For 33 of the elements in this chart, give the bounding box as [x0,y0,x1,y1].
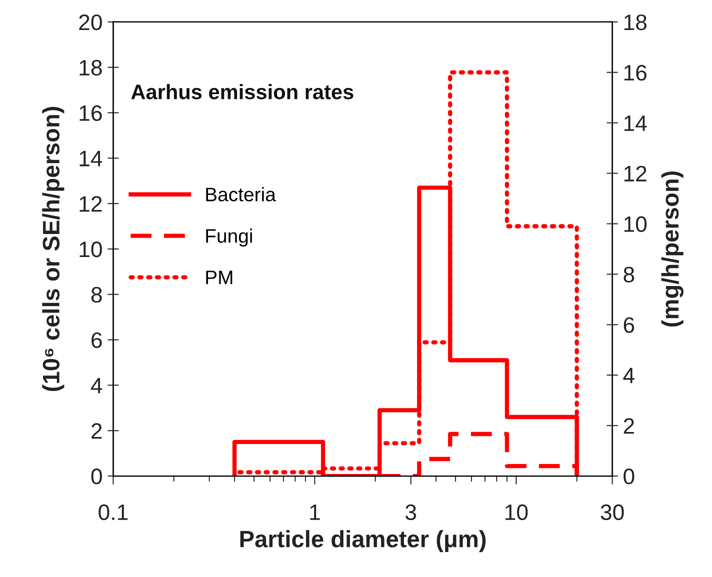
x-tick-label: 30 [600,504,624,520]
legend-label: Fungi [206,228,252,247]
y-tick-label: 18 [80,60,102,76]
y-tick-label: 12 [80,196,102,212]
annotation: Aarhus emission rates [131,84,354,100]
y2-tick-label: 12 [624,166,646,182]
y-axis-title: (10⁶ cells or SE/h/person) [42,106,64,391]
y2-tick-label: 8 [624,266,634,282]
y-tick-label: 8 [91,286,102,303]
y2-tick-label: 0 [624,468,634,484]
y2-tick-label: 2 [624,418,634,434]
y-tick-label: 16 [80,105,102,122]
x-tick-label: 10 [506,504,528,520]
x-tick-label: 1 [310,504,320,520]
y-tick-label: 14 [80,150,102,166]
x-tick-label: 3 [406,504,416,520]
legend-label: Bacteria [206,187,276,202]
y2-tick-label: 10 [624,216,647,232]
y2-tick-label: 18 [624,14,646,30]
x-axis-title: Particle diameter (μm) [240,530,486,552]
y2-axis-title: (mg/h/person) [661,171,684,326]
y2-tick-label: 6 [624,317,634,333]
x-tick-label: 0.1 [98,504,128,520]
y-tick-label: 20 [79,14,102,30]
y2-tick-label: 16 [624,64,646,81]
y-tick-label: 6 [92,332,102,348]
y-tick-label: 2 [92,423,102,439]
y-tick-label: 0 [91,468,102,484]
legend-label: PM [206,270,232,284]
y-tick-label: 10 [80,242,102,258]
y-tick-label: 4 [90,378,102,394]
y2-tick-label: 14 [624,116,647,131]
y2-tick-label: 4 [623,368,634,384]
